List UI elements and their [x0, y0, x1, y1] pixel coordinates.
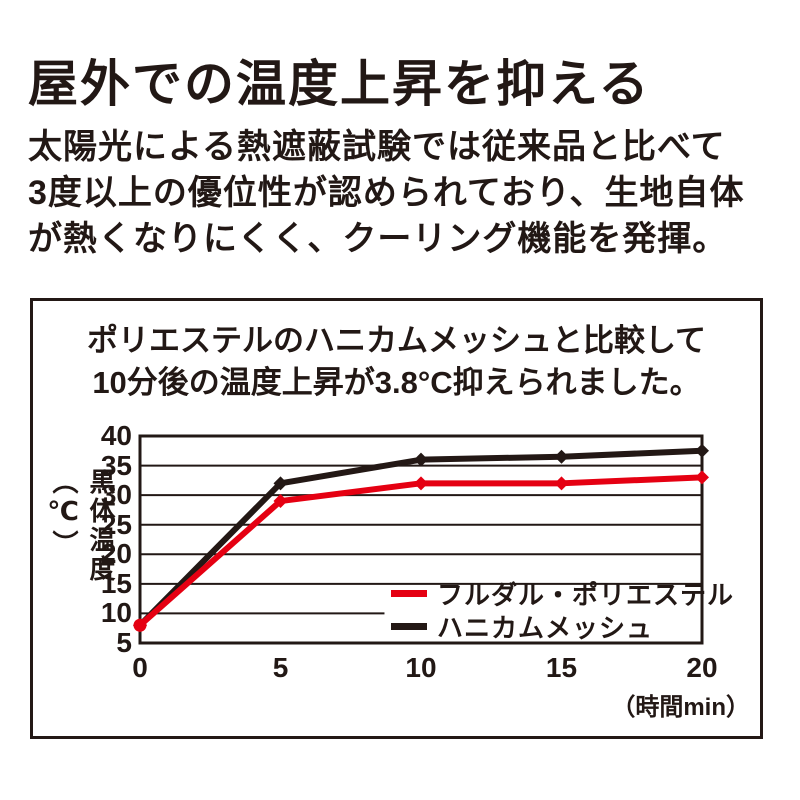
description-text: 太陽光による熱遮蔽試験では従来品と比べて 3度以上の優位性が認められており、生地…: [28, 124, 745, 262]
y-tick-label: 15: [100, 567, 132, 599]
x-tick-label: 10: [405, 652, 437, 683]
y-tick-label: 35: [100, 449, 132, 481]
y-tick-label: 20: [100, 538, 132, 570]
chart-legend: フルダル・ポリエステル ハニカムメッシュ: [391, 577, 734, 643]
x-tick-label: 15: [545, 652, 578, 683]
description-line: が熱くなりにくく、クーリング機能を発揮。: [28, 220, 728, 258]
chart-title-line: ポリエステルのハニカムメッシュと比較して: [86, 323, 707, 358]
x-axis-unit-label: （時間min）: [611, 694, 750, 721]
y-tick-label: 30: [100, 479, 132, 511]
legend-label: フルダル・ポリエステル: [437, 580, 735, 610]
legend-line-swatch-red: [391, 590, 427, 597]
legend-line-swatch-black: [391, 623, 427, 630]
y-tick-label: 40: [100, 420, 132, 451]
legend-item-honeycomb-mesh: ハニカムメッシュ: [391, 610, 734, 643]
y-tick-label: 10: [100, 597, 132, 629]
y-tick-label: 25: [100, 508, 132, 540]
description-line: 3度以上の優位性が認められており、生地自体: [28, 174, 745, 212]
x-tick-label: 20: [686, 652, 718, 683]
x-tick-label: 5: [272, 652, 289, 683]
legend-item-fulldull-polyester: フルダル・ポリエステル: [391, 577, 734, 610]
description-line: 太陽光による熱遮蔽試験では従来品と比べて: [28, 128, 726, 166]
chart-title: ポリエステルのハニカムメッシュと比較して 10分後の温度上昇が3.8°C抑えられ…: [30, 320, 763, 404]
y-tick-label: 5: [116, 627, 132, 658]
legend-label: ハニカムメッシュ: [437, 613, 654, 643]
y-axis-title: 黒体温度（℃）: [49, 468, 116, 584]
page-title: 屋外での温度上昇を抑える: [28, 56, 651, 112]
chart-title-line: 10分後の温度上昇が3.8°C抑えられました。: [92, 365, 701, 400]
x-tick-label: 0: [132, 652, 148, 683]
